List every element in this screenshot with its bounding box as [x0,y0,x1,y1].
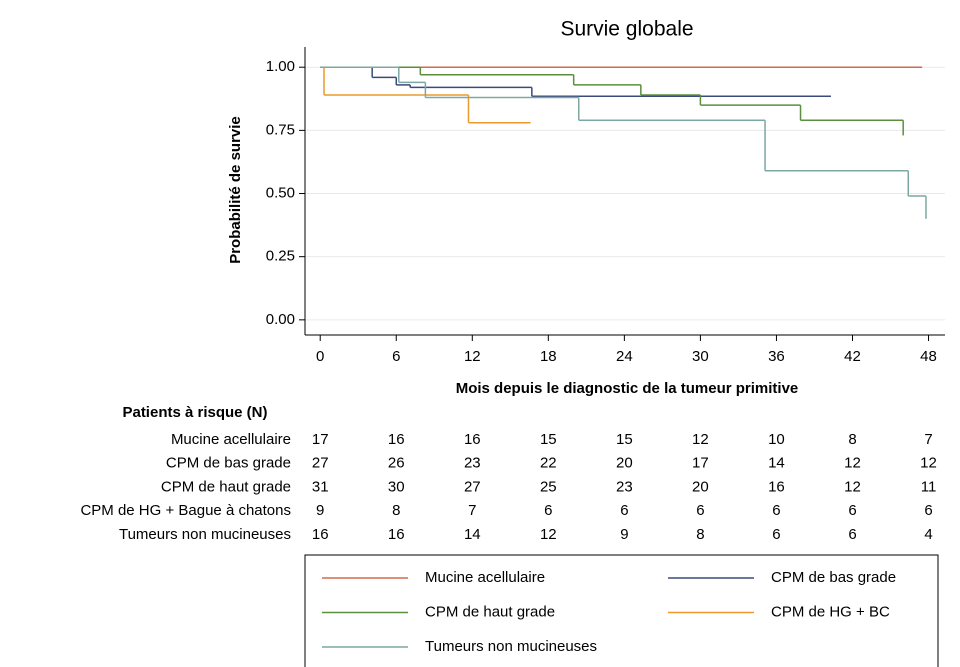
risk-count: 8 [696,526,704,543]
risk-count: 25 [540,478,557,495]
risk-count: 16 [464,431,481,448]
x-tick-label: 24 [616,348,633,365]
risk-row-label: CPM de HG + Bague à chatons [80,502,291,519]
risk-count: 10 [768,431,785,448]
risk-count: 12 [692,431,709,448]
risk-count: 6 [848,502,856,519]
risk-row-label: Mucine acellulaire [171,431,291,448]
risk-row-label: Tumeurs non mucineuses [119,526,291,543]
x-tick-label: 12 [464,348,481,365]
risk-count: 12 [844,478,861,495]
risk-count: 7 [924,431,932,448]
risk-count: 7 [468,502,476,519]
legend-label: CPM de HG + BC [771,603,890,620]
legend-label: Tumeurs non mucineuses [425,638,597,655]
risk-count: 26 [388,455,405,472]
risk-count: 16 [312,526,329,543]
risk-count: 16 [388,431,405,448]
risk-count: 8 [848,431,856,448]
risk-count: 30 [388,478,405,495]
x-tick-label: 18 [540,348,557,365]
x-tick-label: 6 [392,348,400,365]
risk-count: 6 [620,502,628,519]
risk-table-title: Patients à risque (N) [122,404,267,421]
risk-count: 14 [464,526,481,543]
chart-title: Survie globale [560,18,693,41]
y-tick-label: 0.00 [266,311,295,328]
risk-count: 17 [312,431,329,448]
x-tick-label: 36 [768,348,785,365]
risk-count: 22 [540,455,557,472]
legend-label: CPM de bas grade [771,569,896,586]
y-axis-label: Probabilité de survie [227,116,244,264]
risk-row-label: CPM de haut grade [161,478,291,495]
y-tick-label: 0.50 [266,184,295,201]
risk-count: 12 [920,455,937,472]
risk-count: 6 [848,526,856,543]
risk-count: 27 [312,455,329,472]
risk-row-label: CPM de bas grade [166,455,291,472]
risk-count: 14 [768,455,785,472]
risk-count: 20 [692,478,709,495]
risk-count: 6 [772,502,780,519]
risk-count: 6 [544,502,552,519]
risk-count: 4 [924,526,932,543]
risk-count: 23 [464,455,481,472]
x-tick-label: 48 [920,348,937,365]
risk-count: 9 [620,526,628,543]
risk-count: 27 [464,478,481,495]
risk-count: 31 [312,478,329,495]
y-tick-label: 0.25 [266,248,295,265]
x-tick-label: 0 [316,348,324,365]
risk-count: 6 [924,502,932,519]
risk-count: 9 [316,502,324,519]
risk-count: 12 [540,526,557,543]
risk-count: 23 [616,478,633,495]
x-tick-label: 30 [692,348,709,365]
x-tick-label: 42 [844,348,861,365]
legend-label: CPM de haut grade [425,603,555,620]
risk-count: 15 [540,431,557,448]
risk-count: 8 [392,502,400,519]
risk-count: 12 [844,455,861,472]
risk-count: 17 [692,455,709,472]
x-axis-label: Mois depuis le diagnostic de la tumeur p… [456,380,799,397]
y-tick-label: 1.00 [266,58,295,75]
risk-count: 20 [616,455,633,472]
risk-count: 11 [921,478,937,495]
legend-label: Mucine acellulaire [425,569,545,586]
risk-count: 6 [696,502,704,519]
risk-count: 16 [768,478,785,495]
risk-count: 6 [772,526,780,543]
risk-count: 16 [388,526,405,543]
y-tick-label: 0.75 [266,121,295,138]
legend-box [304,554,939,667]
risk-count: 15 [616,431,633,448]
